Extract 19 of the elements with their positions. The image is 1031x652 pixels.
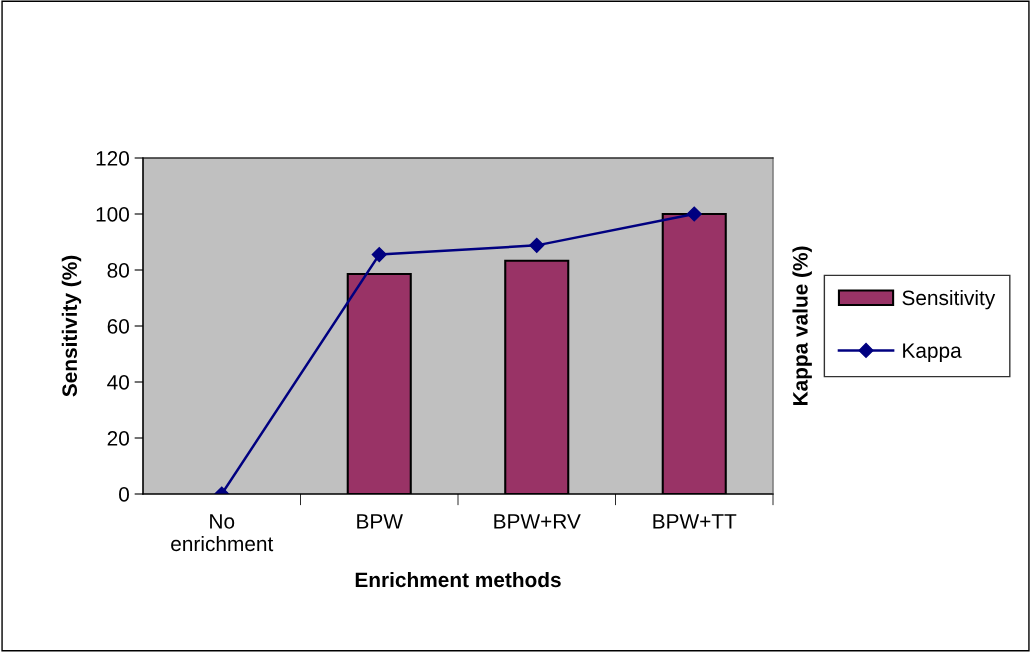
y-tick-label: 120	[96, 151, 129, 166]
x-tick-label: BPW+RV	[494, 514, 581, 529]
y-axis-title: Sensitivity (%)	[61, 255, 82, 397]
x-axis-title: Enrichment methods	[355, 571, 561, 588]
legend-label: Sensitivity	[902, 289, 996, 310]
point	[529, 237, 545, 253]
y-tick-label: 0	[119, 487, 129, 502]
y-tick-label: 40	[107, 375, 129, 390]
x-tick-label: BPW+TT	[653, 514, 737, 529]
x-tick-label: BPW	[357, 514, 403, 529]
point	[371, 247, 387, 263]
y-tick-label: 80	[107, 263, 129, 278]
legend-label: Kappa	[903, 343, 962, 363]
x-tick-label: No enrichment	[171, 514, 274, 552]
y-tick-label: 20	[107, 431, 129, 446]
point	[686, 206, 702, 222]
y2-axis-title: Kappa value (%)	[792, 246, 812, 406]
y-tick-label: 100	[96, 207, 129, 222]
y-tick-label: 60	[107, 319, 129, 334]
